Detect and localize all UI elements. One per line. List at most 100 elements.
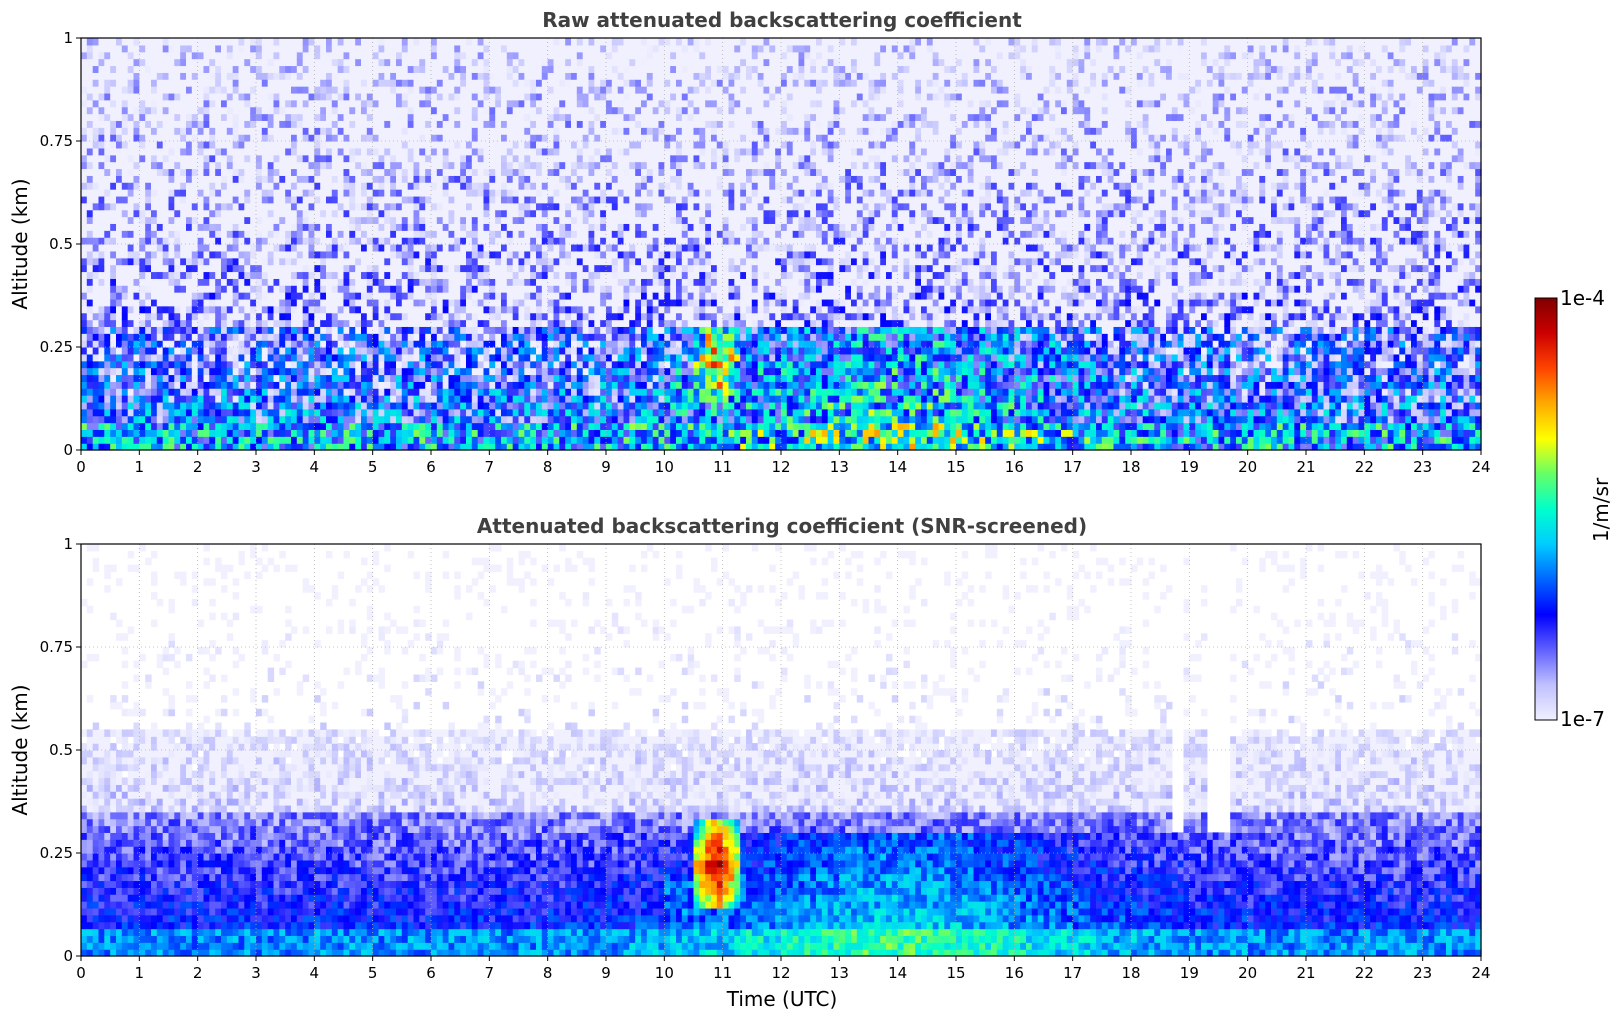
heatmap-cell	[215, 272, 221, 279]
heatmap-cell	[233, 100, 239, 107]
heatmap-cell	[169, 395, 175, 402]
heatmap-cell	[565, 347, 571, 354]
heatmap-cell	[472, 169, 478, 176]
heatmap-cell	[151, 79, 157, 86]
heatmap-cell	[274, 127, 280, 134]
heatmap-cell	[332, 423, 338, 430]
heatmap-cell	[390, 141, 396, 148]
heatmap-cell	[204, 409, 210, 416]
heatmap-cell	[303, 237, 309, 244]
heatmap-cell	[344, 148, 350, 155]
heatmap-cell	[303, 388, 309, 395]
heatmap-cell	[314, 72, 320, 79]
heatmap-cell	[355, 272, 361, 279]
heatmap-cell	[221, 381, 227, 388]
heatmap-cell	[303, 210, 309, 217]
heatmap-cell	[198, 361, 204, 368]
heatmap-cell	[373, 381, 379, 388]
heatmap-cell	[326, 381, 332, 388]
heatmap-cell	[110, 162, 116, 169]
heatmap-cell	[559, 134, 565, 141]
heatmap-cell	[530, 368, 536, 375]
heatmap-cell	[478, 347, 484, 354]
heatmap-cell	[215, 196, 221, 203]
heatmap-cell	[332, 436, 338, 443]
heatmap-cell	[332, 402, 338, 409]
heatmap-cell	[221, 326, 227, 333]
heatmap-cell	[81, 409, 87, 416]
heatmap-cell	[163, 354, 169, 361]
heatmap-cell	[554, 203, 560, 210]
heatmap-cell	[554, 416, 560, 423]
heatmap-cell	[239, 436, 245, 443]
heatmap-cell	[384, 272, 390, 279]
heatmap-cell	[472, 120, 478, 127]
heatmap-cell	[93, 285, 99, 292]
heatmap-cell	[542, 230, 548, 237]
heatmap-cell	[449, 429, 455, 436]
heatmap-cell	[262, 402, 268, 409]
heatmap-cell	[192, 278, 198, 285]
heatmap-cell	[215, 244, 221, 251]
heatmap-cell	[349, 114, 355, 121]
heatmap-cell	[151, 333, 157, 340]
heatmap-cell	[204, 120, 210, 127]
heatmap-cell	[174, 436, 180, 443]
heatmap-cell	[314, 182, 320, 189]
heatmap-cell	[320, 368, 326, 375]
heatmap-cell	[495, 182, 501, 189]
heatmap-cell	[355, 230, 361, 237]
heatmap-cell	[414, 299, 420, 306]
heatmap-cell	[501, 429, 507, 436]
heatmap-cell	[268, 162, 274, 169]
heatmap-cell	[274, 306, 280, 313]
heatmap-cell	[361, 265, 367, 272]
heatmap-cell	[344, 313, 350, 320]
heatmap-cell	[163, 210, 169, 217]
heatmap-cell	[559, 265, 565, 272]
heatmap-cell	[128, 230, 134, 237]
heatmap-cell	[163, 45, 169, 52]
heatmap-cell	[139, 402, 145, 409]
heatmap-cell	[373, 86, 379, 93]
heatmap-cell	[239, 189, 245, 196]
heatmap-cell	[145, 189, 151, 196]
heatmap-cell	[303, 265, 309, 272]
heatmap-cell	[326, 45, 332, 52]
heatmap-cell	[478, 306, 484, 313]
heatmap-cell	[338, 134, 344, 141]
heatmap-cell	[244, 155, 250, 162]
heatmap-cell	[565, 402, 571, 409]
heatmap-cell	[279, 237, 285, 244]
heatmap-cell	[419, 292, 425, 299]
heatmap-cell	[169, 361, 175, 368]
heatmap-cell	[495, 175, 501, 182]
heatmap-cell	[431, 402, 437, 409]
heatmap-cell	[489, 313, 495, 320]
heatmap-cell	[355, 169, 361, 176]
heatmap-cell	[174, 402, 180, 409]
heatmap-cell	[116, 272, 122, 279]
heatmap-cell	[414, 107, 420, 114]
heatmap-cell	[489, 402, 495, 409]
heatmap-cell	[466, 223, 472, 230]
heatmap-cell	[367, 120, 373, 127]
heatmap-cell	[478, 313, 484, 320]
heatmap-cell	[373, 59, 379, 66]
heatmap-cell	[209, 278, 215, 285]
heatmap-cell	[233, 429, 239, 436]
heatmap-cell	[559, 347, 565, 354]
heatmap-cell	[489, 416, 495, 423]
heatmap-cell	[320, 429, 326, 436]
heatmap-cell	[542, 127, 548, 134]
heatmap-cell	[419, 368, 425, 375]
heatmap-cell	[314, 134, 320, 141]
heatmap-cell	[344, 189, 350, 196]
heatmap-cell	[396, 79, 402, 86]
heatmap-cell	[151, 107, 157, 114]
heatmap-cell	[408, 217, 414, 224]
heatmap-cell	[548, 423, 554, 430]
heatmap-cell	[559, 196, 565, 203]
heatmap-cell	[209, 395, 215, 402]
heatmap-cell	[431, 409, 437, 416]
